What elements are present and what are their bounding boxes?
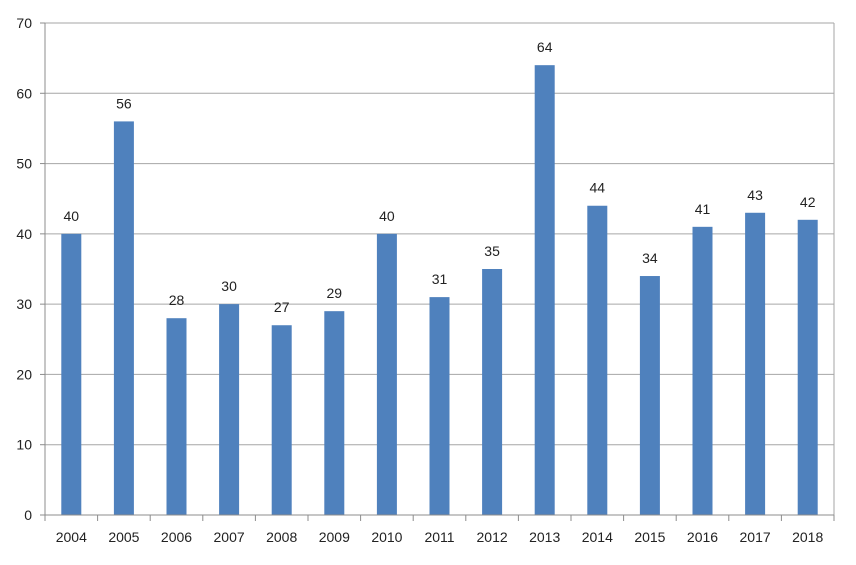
bar: [692, 226, 713, 516]
x-tick-label: 2008: [266, 529, 297, 545]
x-tick-label: 2009: [319, 529, 350, 545]
x-tick-label: 2004: [56, 529, 87, 545]
bar: [166, 318, 187, 515]
bars: [61, 65, 818, 516]
y-tick-label: 50: [16, 156, 32, 172]
y-tick-label: 60: [16, 85, 32, 101]
data-label: 41: [695, 201, 711, 217]
bar: [639, 276, 660, 515]
data-label: 56: [116, 95, 132, 111]
data-label: 43: [747, 187, 763, 203]
x-tick-label: 2014: [582, 529, 613, 545]
bar: [61, 233, 82, 515]
data-label: 40: [64, 208, 80, 224]
x-tick-label: 2010: [371, 529, 402, 545]
bar: [429, 297, 450, 515]
data-label: 40: [379, 208, 395, 224]
axes: [44, 23, 834, 516]
bar: [482, 269, 503, 515]
x-tick-label: 2017: [740, 529, 771, 545]
y-tick-label: 10: [16, 437, 32, 453]
data-label: 31: [432, 271, 448, 287]
x-tick-label: 2012: [477, 529, 508, 545]
data-label: 64: [537, 39, 553, 55]
bar: [271, 325, 292, 515]
x-tick-label: 2007: [214, 529, 245, 545]
data-label: 44: [590, 180, 606, 196]
bar: [219, 304, 240, 515]
bar: [797, 219, 818, 516]
bar: [113, 121, 134, 516]
y-tick-label: 20: [16, 366, 32, 382]
y-tick-label: 70: [16, 15, 32, 31]
data-labels: 40 56 28 30 27 29 40 31 35 64 44 34 41 43 42: [64, 39, 816, 315]
x-tick-label: 2011: [424, 529, 454, 545]
bar: [587, 205, 608, 515]
x-tick-label: 2016: [687, 529, 718, 545]
y-tick-label: 40: [16, 226, 32, 242]
x-tick-label: 2015: [634, 529, 665, 545]
bar: [745, 212, 766, 515]
x-tick-label: 2006: [161, 529, 192, 545]
x-axis-ticks: 2004 2005 2006 2007 2008 2009 2010 2011 2012 2013…: [44, 515, 835, 545]
data-label: 30: [221, 278, 237, 294]
bar: [376, 233, 397, 515]
data-label: 28: [169, 292, 185, 308]
x-tick-label: 2013: [529, 529, 560, 545]
data-label: 34: [642, 250, 658, 266]
x-tick-label: 2018: [792, 529, 823, 545]
bar: [324, 311, 345, 515]
data-label: 27: [274, 299, 290, 315]
data-label: 29: [327, 285, 343, 301]
y-tick-label: 0: [24, 507, 32, 523]
data-label: 35: [484, 243, 500, 259]
y-axis-ticks: 0 10 20 30 40 50 60 70: [16, 15, 45, 523]
y-tick-label: 30: [16, 296, 32, 312]
x-tick-label: 2005: [108, 529, 139, 545]
data-label: 42: [800, 194, 816, 210]
bar: [534, 65, 555, 516]
